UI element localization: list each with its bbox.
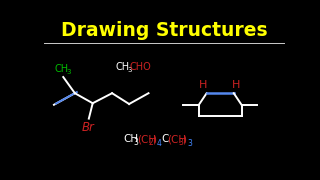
Text: C: C — [162, 134, 169, 144]
Text: Drawing Structures: Drawing Structures — [61, 21, 267, 40]
Text: 3: 3 — [133, 138, 138, 147]
Text: ): ) — [183, 134, 187, 144]
Text: Br: Br — [82, 121, 94, 134]
Text: 3: 3 — [128, 67, 132, 73]
Text: CH: CH — [55, 64, 69, 74]
Text: CH: CH — [124, 134, 139, 144]
Text: H: H — [232, 80, 240, 90]
Text: (CH: (CH — [137, 134, 156, 144]
Text: ): ) — [152, 134, 156, 144]
Text: 3: 3 — [187, 139, 192, 148]
Text: 4: 4 — [157, 139, 162, 148]
Text: CH: CH — [116, 62, 130, 72]
Text: 3: 3 — [179, 138, 184, 147]
Text: (CH: (CH — [167, 134, 186, 144]
Text: CHO: CHO — [129, 62, 151, 72]
Text: 2: 2 — [148, 138, 153, 147]
Text: 3: 3 — [67, 69, 71, 75]
Text: H: H — [199, 80, 207, 90]
